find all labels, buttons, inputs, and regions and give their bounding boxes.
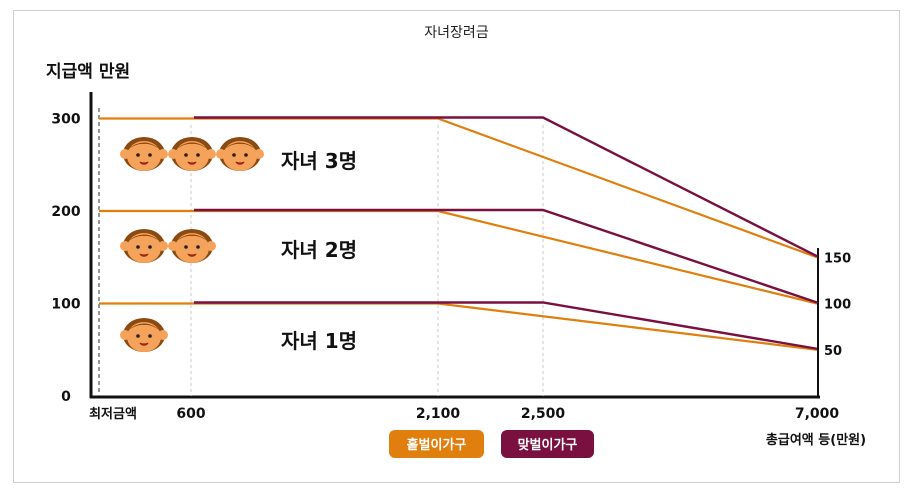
x-axis-label: 총급여액 등(만원)	[766, 432, 866, 448]
legend-dual: 맞벌이가구	[501, 430, 594, 458]
x-tick-2500: 2,500	[521, 406, 566, 422]
y-tick-200: 200	[51, 204, 80, 220]
right-label-100: 100	[824, 298, 851, 313]
child-face-icon	[120, 318, 168, 352]
right-label-50: 50	[824, 344, 842, 359]
child-face-icon	[120, 137, 168, 171]
child-face-icon	[216, 137, 264, 171]
x-tick-600: 600	[176, 406, 205, 422]
series-line-single-1	[99, 302, 818, 351]
group-label-2: 자녀 2명	[281, 238, 357, 262]
series-line-dual-2	[194, 208, 818, 304]
y-tick-300: 300	[51, 112, 80, 128]
group-label-3: 자녀 3명	[281, 149, 357, 173]
legend-dual-label: 맞벌이가구	[518, 437, 578, 453]
right-label-150: 150	[824, 251, 851, 266]
y-tick-0: 0	[61, 389, 71, 405]
legend-single: 홑벌이가구	[389, 430, 484, 458]
x-tick-2100: 2,100	[416, 406, 461, 422]
series-line-dual-1	[194, 301, 818, 350]
child-face-icon	[168, 229, 216, 263]
y-axis-label: 지급액 만원	[46, 62, 130, 82]
x-tick-7000: 7,000	[795, 406, 840, 422]
group-label-1: 자녀 1명	[281, 329, 357, 353]
x-tick-min: 최저금액	[89, 407, 137, 422]
legend-single-label: 홑벌이가구	[407, 437, 467, 453]
chart-title: 자녀장려금	[424, 25, 489, 41]
series-line-dual-3	[194, 116, 818, 258]
child-face-icon	[168, 137, 216, 171]
y-tick-100: 100	[51, 297, 80, 313]
child-face-icon	[120, 229, 168, 263]
